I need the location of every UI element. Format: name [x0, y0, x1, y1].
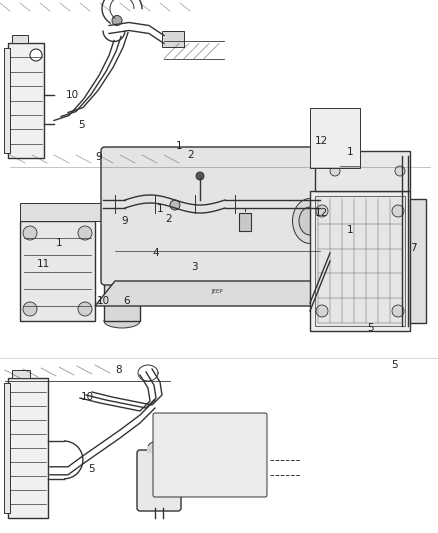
Ellipse shape — [148, 441, 170, 453]
Text: 9: 9 — [95, 152, 102, 162]
Circle shape — [196, 172, 204, 180]
Bar — [162, 30, 184, 46]
Bar — [12, 35, 28, 43]
Circle shape — [112, 15, 122, 26]
Bar — [4, 383, 10, 513]
Text: 1: 1 — [176, 141, 183, 151]
Text: 10: 10 — [66, 90, 79, 100]
Bar — [8, 43, 44, 158]
Text: 3: 3 — [191, 262, 198, 271]
Bar — [8, 378, 48, 518]
Circle shape — [170, 200, 180, 210]
Bar — [410, 199, 426, 323]
Text: 5: 5 — [367, 323, 374, 333]
Text: 4: 4 — [152, 248, 159, 258]
Circle shape — [316, 305, 328, 317]
Circle shape — [78, 226, 92, 240]
Text: JEEP: JEEP — [211, 289, 223, 294]
Text: 6: 6 — [124, 296, 131, 306]
Text: 9: 9 — [121, 216, 128, 226]
Text: 1: 1 — [347, 225, 354, 235]
Text: 1: 1 — [347, 147, 354, 157]
Text: 10: 10 — [81, 392, 94, 402]
Bar — [104, 271, 140, 321]
Bar — [315, 151, 410, 191]
Text: 7: 7 — [410, 243, 417, 253]
Circle shape — [330, 166, 340, 176]
Text: 5: 5 — [78, 120, 85, 130]
Circle shape — [78, 302, 92, 316]
Ellipse shape — [293, 198, 328, 244]
Circle shape — [316, 205, 328, 217]
Text: 2: 2 — [187, 150, 194, 159]
Text: 5: 5 — [391, 360, 398, 370]
Bar — [310, 191, 410, 331]
Text: 10: 10 — [96, 296, 110, 306]
Ellipse shape — [299, 207, 321, 235]
Bar — [20, 203, 103, 221]
Text: 11: 11 — [37, 259, 50, 269]
Circle shape — [392, 305, 404, 317]
Bar — [20, 221, 95, 321]
Circle shape — [23, 302, 37, 316]
Bar — [147, 446, 171, 453]
Bar — [12, 370, 30, 378]
Circle shape — [30, 49, 42, 61]
Text: 5: 5 — [88, 464, 95, 474]
Circle shape — [392, 205, 404, 217]
Circle shape — [395, 166, 405, 176]
Text: 1: 1 — [156, 205, 163, 214]
FancyBboxPatch shape — [137, 450, 181, 511]
Text: 8: 8 — [115, 366, 122, 375]
Bar — [239, 213, 251, 231]
FancyBboxPatch shape — [101, 147, 334, 285]
Text: 12: 12 — [315, 208, 328, 218]
Ellipse shape — [104, 314, 140, 328]
Bar — [315, 196, 405, 326]
Text: 1: 1 — [56, 238, 63, 247]
Ellipse shape — [104, 264, 140, 278]
Bar — [310, 108, 360, 168]
Polygon shape — [95, 281, 340, 306]
FancyBboxPatch shape — [153, 413, 267, 497]
Text: 12: 12 — [315, 136, 328, 146]
Bar — [4, 48, 10, 153]
Circle shape — [23, 226, 37, 240]
Text: 2: 2 — [165, 214, 172, 223]
